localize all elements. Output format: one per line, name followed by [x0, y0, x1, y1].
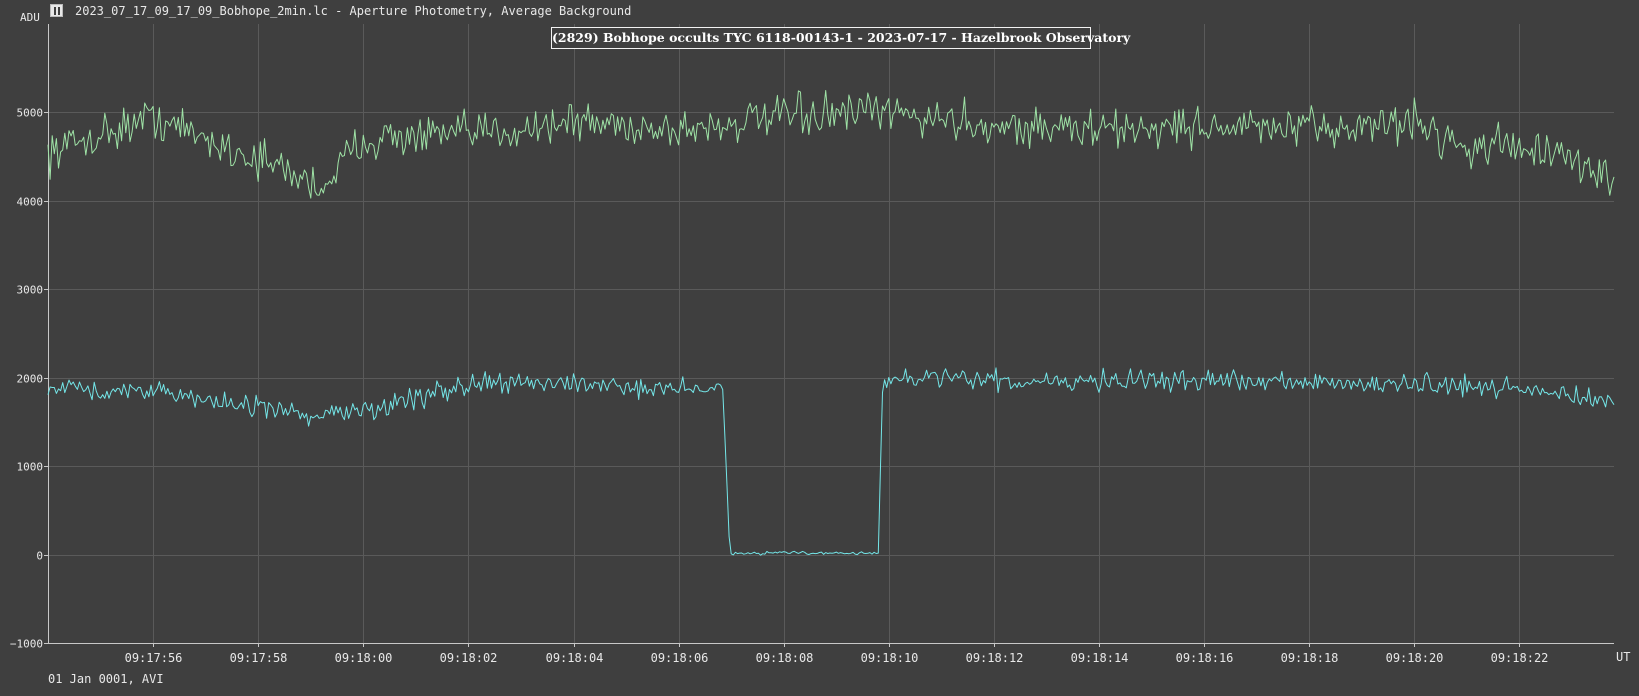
window-title: 2023_07_17_09_17_09_Bobhope_2min.lc - Ap… [75, 4, 632, 18]
x-tick-label: 09:18:16 [1176, 651, 1234, 665]
series-layer [47, 90, 1615, 556]
x-tick-label: 09:18:12 [966, 651, 1024, 665]
x-tick-label: 09:18:00 [335, 651, 393, 665]
y-tick-label: −1000 [10, 638, 43, 651]
x-tick-label: 09:18:18 [1281, 651, 1339, 665]
x-tick-label: 09:18:06 [651, 651, 709, 665]
x-tick-label: 09:18:14 [1071, 651, 1129, 665]
y-axis-label: ADU [20, 11, 40, 24]
x-tick-label: 09:17:56 [125, 651, 183, 665]
comparison-series-line [47, 90, 1615, 199]
y-tick-label: 4000 [17, 196, 44, 209]
lightcurve-app-icon [50, 4, 63, 17]
x-axis-label: UT [1616, 650, 1631, 664]
x-tick-label: 09:17:58 [230, 651, 288, 665]
y-tick-label: 1000 [17, 461, 44, 474]
axis-layer [44, 24, 1614, 647]
target-series-line [47, 367, 1615, 556]
tick-label-layer: −1000 0 1000 2000 3000 4000 5000 09:17:56 09:17:… [10, 107, 1549, 666]
y-tick-label: 5000 [17, 107, 44, 120]
x-tick-label: 09:18:20 [1386, 651, 1444, 665]
window-header: 2023_07_17_09_17_09_Bobhope_2min.lc - Ap… [0, 0, 1639, 22]
x-tick-label: 09:18:04 [546, 651, 604, 665]
y-tick-label: 0 [36, 550, 43, 563]
x-tick-label: 09:18:02 [440, 651, 498, 665]
chart-title: (2829) Bobhope occults TYC 6118-00143-1 … [551, 27, 1130, 49]
x-tick-label: 09:18:22 [1491, 651, 1549, 665]
y-tick-label: 2000 [17, 373, 44, 386]
y-tick-label: 3000 [17, 284, 44, 297]
x-tick-label: 09:18:10 [861, 651, 919, 665]
x-tick-label: 09:18:08 [756, 651, 814, 665]
date-footer: 01 Jan 0001, AVI [48, 672, 164, 686]
